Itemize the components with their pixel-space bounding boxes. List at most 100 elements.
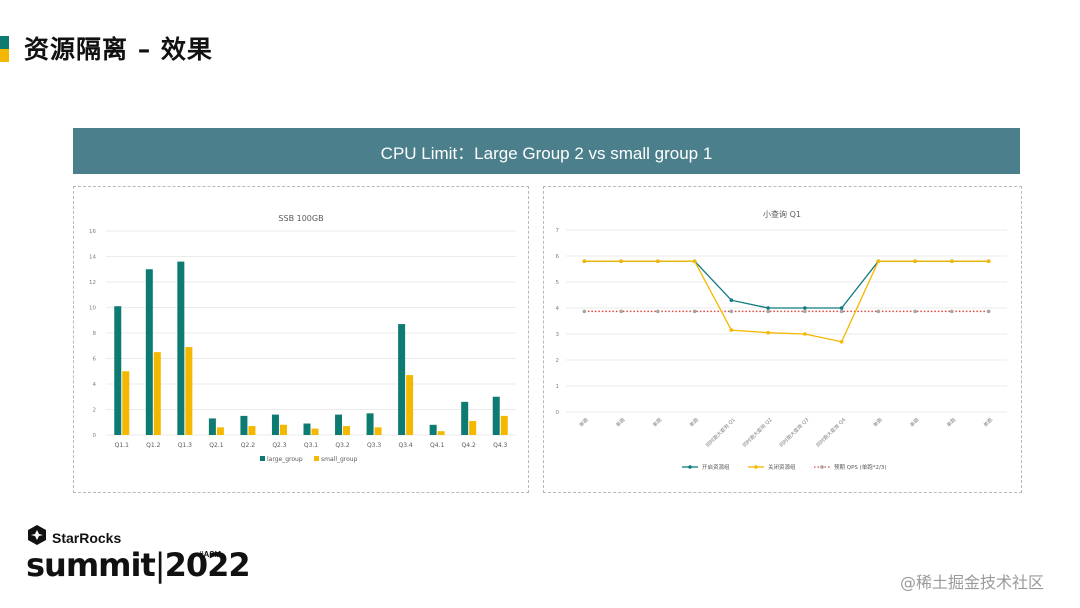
chart-banner: CPU Limit：Large Group 2 vs small group 1 xyxy=(73,128,1020,174)
y-tick-label: 4 xyxy=(556,306,560,312)
bar-large-group xyxy=(208,418,216,435)
x-tick-label: Q2.2 xyxy=(241,442,255,449)
watermark: @稀土掘金技术社区 xyxy=(900,573,1045,592)
series-point xyxy=(729,328,734,332)
title-accent-mark xyxy=(0,36,9,62)
series-point xyxy=(692,259,697,263)
legend-marker xyxy=(754,465,758,469)
x-tick-label: Q3.1 xyxy=(304,442,318,449)
series-point xyxy=(839,340,844,344)
series-point xyxy=(619,259,623,263)
bar-small-group xyxy=(248,426,256,435)
bar-large-group xyxy=(303,423,311,435)
series-point xyxy=(656,259,660,263)
x-tick-label: 单跑 xyxy=(982,416,994,428)
chart-title: SSB 100GB xyxy=(278,214,323,223)
y-tick-label: 0 xyxy=(93,433,97,439)
series-point xyxy=(986,309,991,314)
legend-label: large_group xyxy=(267,456,303,463)
x-tick-label: 单跑 xyxy=(945,416,957,428)
series-point xyxy=(839,306,844,310)
bar-small-group xyxy=(500,415,508,435)
y-tick-label: 2 xyxy=(93,408,97,414)
legend-marker xyxy=(820,465,824,469)
series-point xyxy=(986,259,991,263)
y-tick-label: 4 xyxy=(93,382,97,388)
series-point xyxy=(803,332,807,336)
series-point xyxy=(729,298,734,302)
legend-label: 预期 QPS (单跑*2/3) xyxy=(834,463,887,471)
series-point xyxy=(950,309,954,314)
bar-small-group xyxy=(122,371,130,435)
summit-tag: #ASIA xyxy=(199,550,223,559)
legend-label: small_group xyxy=(321,456,358,463)
x-tick-label: Q4.3 xyxy=(493,442,507,449)
x-tick-label: 单跑 xyxy=(688,416,700,428)
series-point xyxy=(692,309,697,314)
legend-marker xyxy=(688,465,692,469)
x-tick-label: Q4.2 xyxy=(462,442,476,449)
series-point xyxy=(913,309,917,314)
series-point xyxy=(803,306,807,310)
y-tick-label: 3 xyxy=(556,332,560,338)
bar-large-group xyxy=(114,306,122,435)
x-tick-label: 同时跑大查询 Q1 xyxy=(704,416,736,448)
bar-large-group xyxy=(366,413,374,435)
bar-small-group xyxy=(216,427,224,435)
bar-large-group xyxy=(145,269,153,435)
bar-large-group xyxy=(271,414,279,435)
y-tick-label: 7 xyxy=(556,228,560,234)
bar-chart: SSB 100GB 0 2 4 6 8 10 12 14 16 Q1.1 Q1.2 Q1.3 Q2.1 Q2… xyxy=(89,214,516,463)
series-point xyxy=(766,330,770,335)
x-tick-label: Q3.4 xyxy=(398,442,412,449)
legend-label: 关闭资源组 xyxy=(768,463,796,471)
chart-banner-text: CPU Limit：Large Group 2 vs small group 1 xyxy=(380,143,713,163)
y-tick-label: 2 xyxy=(556,358,560,364)
series-line xyxy=(584,260,989,343)
series-point xyxy=(839,309,844,314)
y-tick-label: 6 xyxy=(93,357,97,363)
series-point xyxy=(913,259,917,263)
legend-swatch xyxy=(260,456,265,461)
x-tick-label: Q1.2 xyxy=(146,442,160,449)
bar-small-group xyxy=(311,428,319,435)
series-point xyxy=(729,309,734,314)
title-accent-green xyxy=(0,36,9,49)
x-tick-label: 同时跑大查询 Q2 xyxy=(741,416,773,448)
bar-large-group xyxy=(461,401,469,435)
y-tick-label: 16 xyxy=(89,229,96,235)
starrocks-logo-icon xyxy=(28,525,46,545)
series-line xyxy=(584,260,989,309)
bar-small-group xyxy=(437,431,445,435)
x-tick-label: 单跑 xyxy=(651,416,663,428)
bar-large-group xyxy=(177,261,185,435)
x-tick-label: Q3.2 xyxy=(335,442,349,449)
bar-small-group xyxy=(469,420,477,435)
bar-large-group xyxy=(335,414,343,435)
series-point xyxy=(766,306,770,310)
bar-small-group xyxy=(406,375,414,435)
y-tick-label: 6 xyxy=(556,254,560,260)
y-tick-label: 5 xyxy=(556,280,560,286)
y-tick-label: 12 xyxy=(89,280,96,286)
x-tick-label: 单跑 xyxy=(578,416,590,428)
x-tick-label: Q2.1 xyxy=(209,442,223,449)
bar-large-group xyxy=(240,415,248,435)
chart-title: 小查询 Q1 xyxy=(763,209,801,219)
y-tick-label: 0 xyxy=(556,410,560,416)
line-chart-panel: 小查询 Q1 0 1 2 3 4 5 6 7 单跑 单跑 单跑 单跑 同时跑大查询 Q1 同时跑大查询 Q2… xyxy=(543,186,1022,493)
series-point xyxy=(803,309,807,314)
series-point xyxy=(766,309,770,314)
y-tick-label: 8 xyxy=(93,331,97,337)
x-tick-label: 同时跑大查询 Q3 xyxy=(778,416,810,448)
bar-large-group xyxy=(398,324,406,435)
series-point xyxy=(876,309,881,314)
x-tick-label: 单跑 xyxy=(615,416,627,428)
x-tick-label: 单跑 xyxy=(872,416,884,428)
title-accent-yellow xyxy=(0,49,9,62)
legend-label: 开启资源组 xyxy=(702,463,730,471)
bar-small-group xyxy=(374,427,382,435)
series-point xyxy=(950,259,954,263)
y-tick-label: 10 xyxy=(89,306,96,312)
